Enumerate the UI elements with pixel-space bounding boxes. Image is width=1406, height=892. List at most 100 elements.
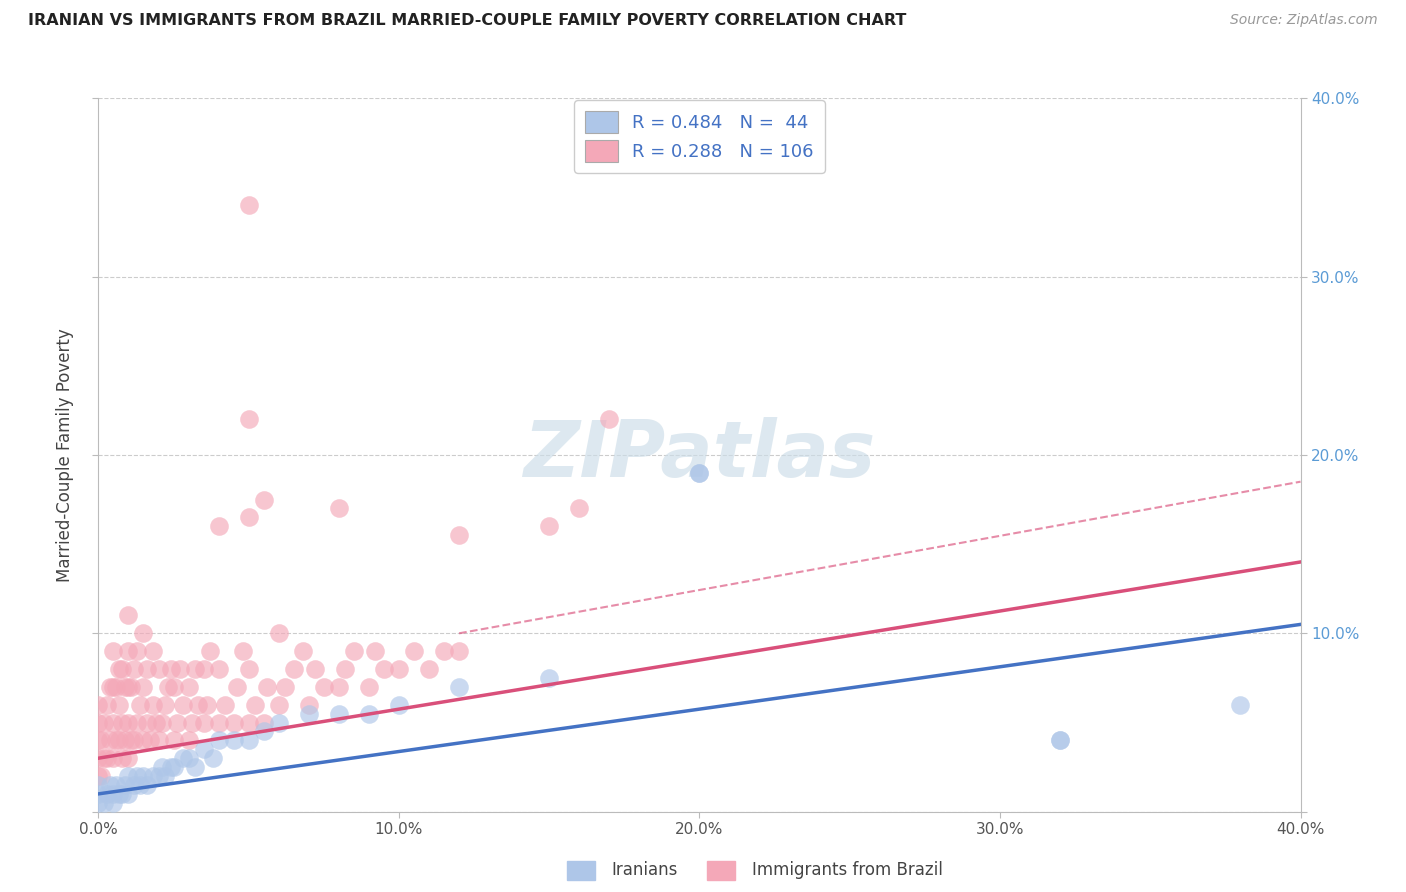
Point bbox=[193, 662, 215, 676]
Point bbox=[153, 769, 176, 783]
Point bbox=[153, 698, 176, 712]
Point bbox=[117, 680, 139, 694]
Point bbox=[447, 644, 470, 658]
Point bbox=[111, 662, 134, 676]
Point bbox=[328, 706, 350, 721]
Point bbox=[117, 787, 139, 801]
Point bbox=[141, 769, 163, 783]
Point bbox=[96, 787, 118, 801]
Point bbox=[180, 715, 202, 730]
Point bbox=[108, 787, 131, 801]
Point bbox=[208, 733, 231, 747]
Point bbox=[195, 698, 218, 712]
Point bbox=[159, 662, 181, 676]
Point bbox=[433, 644, 456, 658]
Point bbox=[183, 760, 205, 774]
Point bbox=[93, 796, 115, 810]
Text: Source: ZipAtlas.com: Source: ZipAtlas.com bbox=[1230, 13, 1378, 28]
Point bbox=[145, 715, 167, 730]
Point bbox=[447, 528, 470, 542]
Point bbox=[253, 715, 276, 730]
Point bbox=[117, 751, 139, 765]
Point bbox=[222, 733, 245, 747]
Point bbox=[304, 662, 326, 676]
Point bbox=[127, 715, 149, 730]
Point bbox=[169, 662, 191, 676]
Point bbox=[343, 644, 366, 658]
Point bbox=[274, 680, 297, 694]
Point bbox=[132, 769, 155, 783]
Point bbox=[159, 760, 181, 774]
Point bbox=[90, 769, 112, 783]
Point bbox=[132, 680, 155, 694]
Point bbox=[238, 510, 260, 524]
Point bbox=[100, 733, 122, 747]
Point bbox=[364, 644, 387, 658]
Point bbox=[127, 769, 149, 783]
Point bbox=[114, 733, 136, 747]
Point bbox=[87, 796, 110, 810]
Point bbox=[267, 626, 290, 640]
Point bbox=[148, 733, 170, 747]
Point bbox=[100, 778, 122, 792]
Point bbox=[108, 733, 131, 747]
Point bbox=[111, 751, 134, 765]
Point bbox=[208, 662, 231, 676]
Point bbox=[141, 644, 163, 658]
Point bbox=[232, 644, 254, 658]
Point bbox=[129, 698, 152, 712]
Point bbox=[312, 680, 335, 694]
Point bbox=[103, 796, 125, 810]
Text: ZIPatlas: ZIPatlas bbox=[523, 417, 876, 493]
Point bbox=[291, 644, 314, 658]
Point bbox=[87, 751, 110, 765]
Point bbox=[402, 644, 425, 658]
Point bbox=[172, 698, 194, 712]
Point bbox=[298, 698, 321, 712]
Point bbox=[162, 733, 184, 747]
Point bbox=[132, 733, 155, 747]
Point bbox=[238, 715, 260, 730]
Point bbox=[90, 733, 112, 747]
Point bbox=[138, 733, 160, 747]
Point bbox=[103, 715, 125, 730]
Point bbox=[1229, 698, 1251, 712]
Point bbox=[162, 760, 184, 774]
Point bbox=[357, 706, 380, 721]
Point bbox=[103, 644, 125, 658]
Point bbox=[87, 715, 110, 730]
Point bbox=[1049, 733, 1071, 747]
Point bbox=[103, 787, 125, 801]
Point bbox=[238, 198, 260, 212]
Point bbox=[127, 644, 149, 658]
Point bbox=[298, 706, 321, 721]
Text: IRANIAN VS IMMIGRANTS FROM BRAZIL MARRIED-COUPLE FAMILY POVERTY CORRELATION CHAR: IRANIAN VS IMMIGRANTS FROM BRAZIL MARRIE… bbox=[28, 13, 907, 29]
Point bbox=[238, 412, 260, 426]
Point bbox=[256, 680, 278, 694]
Point bbox=[183, 662, 205, 676]
Point bbox=[388, 698, 411, 712]
Point bbox=[135, 778, 157, 792]
Point bbox=[103, 680, 125, 694]
Point bbox=[108, 662, 131, 676]
Point bbox=[141, 698, 163, 712]
Point bbox=[156, 680, 179, 694]
Point bbox=[150, 760, 173, 774]
Point bbox=[124, 662, 146, 676]
Point bbox=[238, 733, 260, 747]
Point bbox=[129, 778, 152, 792]
Point bbox=[117, 715, 139, 730]
Point bbox=[117, 644, 139, 658]
Point bbox=[108, 698, 131, 712]
Point bbox=[96, 698, 118, 712]
Point bbox=[87, 733, 110, 747]
Point bbox=[105, 733, 128, 747]
Point bbox=[1049, 733, 1071, 747]
Point bbox=[114, 680, 136, 694]
Point bbox=[267, 698, 290, 712]
Point bbox=[148, 769, 170, 783]
Point bbox=[373, 662, 395, 676]
Point bbox=[166, 715, 188, 730]
Point bbox=[100, 680, 122, 694]
Point bbox=[538, 671, 561, 685]
